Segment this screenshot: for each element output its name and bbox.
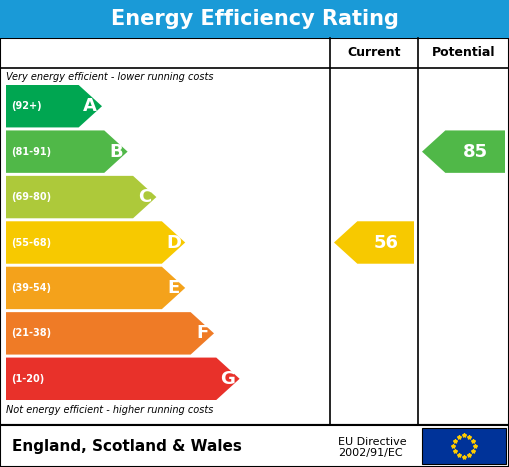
Bar [422, 428, 506, 464]
Bar [0, 425, 509, 467]
Polygon shape [6, 85, 102, 127]
Text: England, Scotland & Wales: England, Scotland & Wales [12, 439, 242, 453]
Text: (21-38): (21-38) [11, 328, 51, 339]
Text: G: G [220, 370, 235, 388]
Text: 2002/91/EC: 2002/91/EC [338, 448, 403, 458]
Text: (69-80): (69-80) [11, 192, 51, 202]
Text: E: E [167, 279, 180, 297]
Bar [0, 0, 509, 38]
Polygon shape [6, 312, 214, 354]
Text: (81-91): (81-91) [11, 147, 51, 156]
Text: EU Directive: EU Directive [338, 437, 407, 447]
Text: A: A [83, 97, 97, 115]
Polygon shape [6, 176, 156, 218]
Text: (39-54): (39-54) [11, 283, 51, 293]
Bar [0, 38, 509, 425]
Text: (55-68): (55-68) [11, 238, 51, 248]
Polygon shape [334, 221, 414, 264]
Text: (92+): (92+) [11, 101, 42, 111]
Text: Potential: Potential [432, 47, 495, 59]
Polygon shape [422, 130, 505, 173]
Text: D: D [166, 234, 181, 252]
Text: 85: 85 [463, 142, 488, 161]
Polygon shape [6, 358, 240, 400]
Polygon shape [6, 130, 128, 173]
Text: Not energy efficient - higher running costs: Not energy efficient - higher running co… [6, 405, 213, 415]
Text: F: F [196, 325, 209, 342]
Polygon shape [6, 267, 185, 309]
Text: Current: Current [347, 47, 401, 59]
Text: (1-20): (1-20) [11, 374, 44, 384]
Text: Very energy efficient - lower running costs: Very energy efficient - lower running co… [6, 72, 213, 82]
Polygon shape [6, 221, 185, 264]
Text: Energy Efficiency Rating: Energy Efficiency Rating [110, 9, 399, 29]
Text: C: C [138, 188, 151, 206]
Text: 56: 56 [373, 234, 398, 252]
Text: B: B [109, 142, 123, 161]
